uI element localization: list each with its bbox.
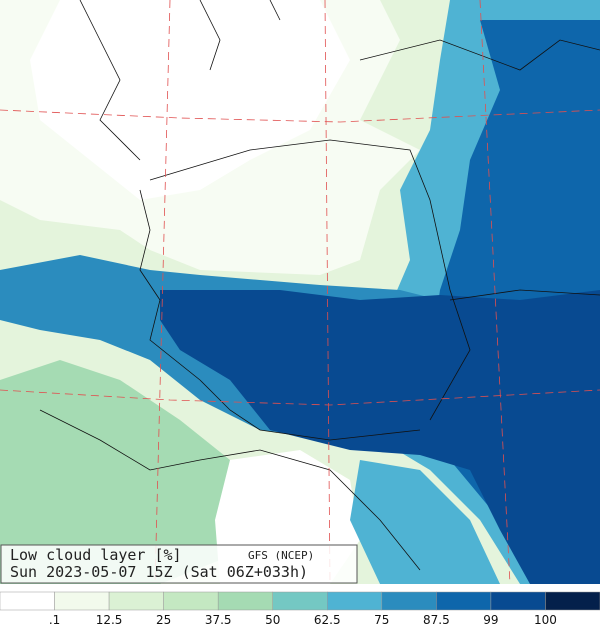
caption-source: GFS (NCEP) (248, 549, 314, 562)
colorbar-label: 100 (534, 613, 557, 627)
colorbar-label: 99 (483, 613, 498, 627)
border (359, 39, 600, 71)
cloud-area (350, 460, 500, 584)
colorbar-swatch (217, 591, 273, 611)
clear-area (30, 0, 350, 200)
colorbar-swatch (381, 591, 437, 611)
colorbar-swatch (327, 591, 383, 611)
meridian (154, 0, 171, 585)
border (149, 139, 471, 421)
meridian (324, 0, 331, 585)
colorbar-label: 62.5 (314, 613, 341, 627)
colorbar-label: 50 (265, 613, 280, 627)
colorbar-swatch (0, 591, 55, 611)
parallel (0, 109, 600, 123)
graticule (0, 0, 600, 585)
caption-time: Sun 2023-05-07 15Z (Sat 06Z+033h) (10, 563, 308, 581)
colorbar-swatch (163, 591, 219, 611)
colorbar-swatch (54, 591, 110, 611)
colorbar-label: 12.5 (96, 613, 123, 627)
caption-background (0, 544, 358, 584)
parallel (0, 389, 600, 406)
cloud-area (0, 360, 260, 584)
border (39, 409, 421, 571)
colorbar: .1 12.5 25 37.5 50 62.5 75 87.5 99 100 (0, 591, 600, 627)
colorbar-swatch (436, 591, 492, 611)
caption-title: Low cloud layer [%] (10, 546, 182, 564)
border (139, 189, 421, 441)
colorbar-swatch (490, 591, 546, 611)
borders (39, 0, 600, 571)
meridian (479, 0, 511, 585)
colorbar-label: 75 (374, 613, 389, 627)
colorbar-label: .1 (49, 613, 60, 627)
colorbar-label: 87.5 (423, 613, 450, 627)
border (449, 289, 600, 301)
coast (79, 0, 141, 161)
coast (199, 0, 281, 71)
cloud-area (160, 290, 600, 584)
map (0, 0, 600, 585)
colorbar-label: 25 (156, 613, 171, 627)
colorbar-swatch (545, 591, 600, 611)
caption-box: Low cloud layer [%] GFS (NCEP) Sun 2023-… (0, 544, 358, 584)
colorbar-swatch (272, 591, 328, 611)
colorbar-swatch (108, 591, 164, 611)
colorbar-label: 37.5 (205, 613, 232, 627)
